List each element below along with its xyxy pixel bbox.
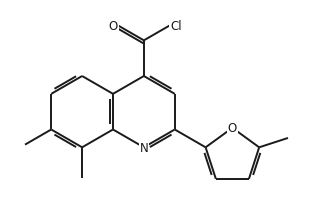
Text: O: O: [108, 20, 118, 33]
Text: Cl: Cl: [170, 20, 182, 33]
Text: O: O: [228, 122, 237, 135]
Text: N: N: [140, 141, 148, 154]
